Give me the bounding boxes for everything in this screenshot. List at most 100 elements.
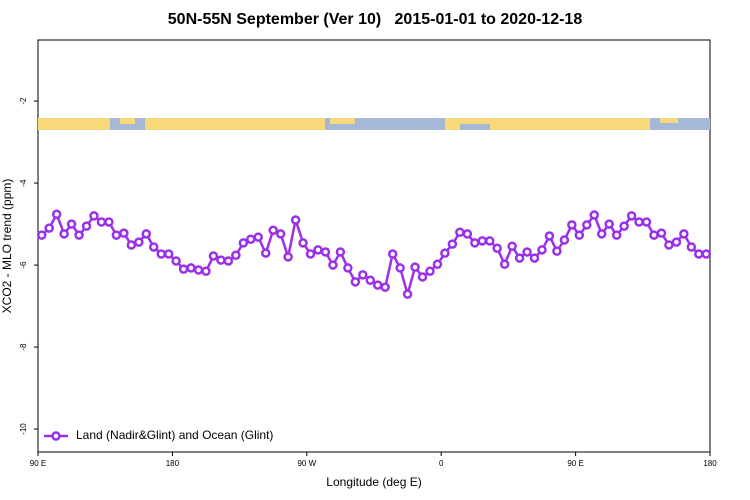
data-point bbox=[679, 229, 689, 239]
data-point bbox=[111, 230, 122, 240]
data-point bbox=[305, 249, 316, 259]
data-point bbox=[559, 235, 570, 245]
x-tick-label: 90 E bbox=[567, 459, 583, 468]
x-tick-label: 180 bbox=[703, 459, 717, 468]
data-point bbox=[335, 247, 346, 257]
data-point bbox=[148, 242, 159, 252]
data-point bbox=[619, 221, 629, 231]
y-tick-label: -6 bbox=[19, 261, 28, 269]
data-point bbox=[410, 262, 420, 272]
x-tick-label: 90 W bbox=[297, 459, 316, 468]
data-point bbox=[417, 272, 428, 282]
data-point bbox=[455, 227, 465, 238]
data-point bbox=[596, 229, 607, 239]
data-point bbox=[544, 231, 555, 241]
data-point bbox=[260, 248, 271, 258]
data-point bbox=[582, 220, 592, 230]
data-point bbox=[567, 220, 577, 230]
data-point bbox=[231, 250, 241, 260]
data-point bbox=[246, 234, 256, 244]
data-point bbox=[462, 229, 473, 239]
data-point bbox=[701, 249, 712, 259]
data-point bbox=[216, 255, 226, 265]
data-point bbox=[298, 238, 308, 248]
data-point bbox=[156, 249, 166, 259]
data-point bbox=[81, 221, 92, 231]
data-point bbox=[328, 260, 338, 270]
data-point bbox=[186, 263, 196, 273]
data-point bbox=[470, 238, 480, 248]
data-point bbox=[641, 217, 652, 227]
data-point bbox=[104, 217, 114, 227]
data-point bbox=[529, 253, 540, 263]
x-tick-label: 90 E bbox=[30, 459, 46, 468]
x-tick-label: 180 bbox=[166, 459, 180, 468]
data-point bbox=[96, 217, 107, 227]
data-point bbox=[552, 246, 562, 256]
data-point bbox=[51, 209, 62, 219]
data-point bbox=[626, 211, 637, 221]
data-point bbox=[574, 230, 585, 240]
data-point bbox=[477, 236, 488, 246]
data-point bbox=[664, 240, 674, 250]
data-point bbox=[671, 237, 682, 247]
data-point bbox=[238, 238, 249, 248]
data-point bbox=[193, 265, 204, 275]
data-point bbox=[522, 247, 532, 257]
chart-title: 50N-55N September (Ver 10) 2015-01-01 to… bbox=[168, 11, 583, 28]
legend-label: Land (Nadir&Glint) and Ocean (Glint) bbox=[76, 428, 273, 442]
data-point bbox=[440, 248, 450, 258]
data-point bbox=[402, 289, 413, 299]
y-axis-label: XCO2 - MLO trend (ppm) bbox=[0, 179, 14, 314]
legend-marker bbox=[51, 431, 61, 441]
land-ocean-strip bbox=[38, 118, 710, 130]
data-point bbox=[484, 236, 495, 246]
data-point bbox=[223, 256, 234, 266]
x-tick-label: 0 bbox=[439, 459, 444, 468]
data-point bbox=[380, 282, 390, 292]
data-point bbox=[686, 242, 697, 252]
data-point bbox=[604, 219, 614, 229]
y-tick-label: -2 bbox=[19, 97, 28, 105]
data-point bbox=[36, 230, 47, 240]
data-point bbox=[634, 217, 644, 227]
data-point bbox=[178, 264, 189, 274]
data-point bbox=[119, 228, 129, 238]
data-point bbox=[387, 249, 398, 259]
data-point bbox=[656, 228, 667, 238]
data-point bbox=[694, 249, 704, 259]
data-point bbox=[499, 259, 510, 269]
data-point bbox=[134, 237, 144, 247]
data-point bbox=[268, 225, 278, 235]
data-point bbox=[141, 229, 152, 239]
data-point bbox=[126, 240, 137, 250]
data-point bbox=[253, 232, 264, 242]
data-point bbox=[358, 270, 368, 280]
data-point bbox=[492, 243, 502, 254]
data-point bbox=[313, 245, 323, 255]
data-point bbox=[589, 210, 600, 220]
plot-frame bbox=[37, 39, 711, 453]
data-point bbox=[59, 229, 69, 239]
data-point bbox=[163, 249, 174, 259]
data-point bbox=[611, 230, 622, 240]
data-point bbox=[283, 252, 293, 262]
data-point bbox=[425, 266, 435, 276]
data-point bbox=[201, 266, 211, 276]
x-axis-label: Longitude (deg E) bbox=[326, 475, 421, 489]
data-point bbox=[537, 245, 547, 255]
data-point bbox=[208, 251, 219, 261]
y-tick-label: -4 bbox=[19, 179, 28, 187]
data-point bbox=[320, 247, 331, 257]
data-point bbox=[432, 259, 443, 269]
data-point bbox=[514, 253, 525, 263]
data-point bbox=[275, 229, 286, 239]
y-tick-label: -8 bbox=[19, 343, 28, 351]
y-tick-label: -10 bbox=[19, 423, 28, 435]
data-point bbox=[66, 219, 77, 229]
data-point bbox=[350, 277, 361, 287]
data-point bbox=[447, 239, 458, 249]
data-point bbox=[290, 215, 301, 225]
data-point bbox=[74, 230, 84, 240]
